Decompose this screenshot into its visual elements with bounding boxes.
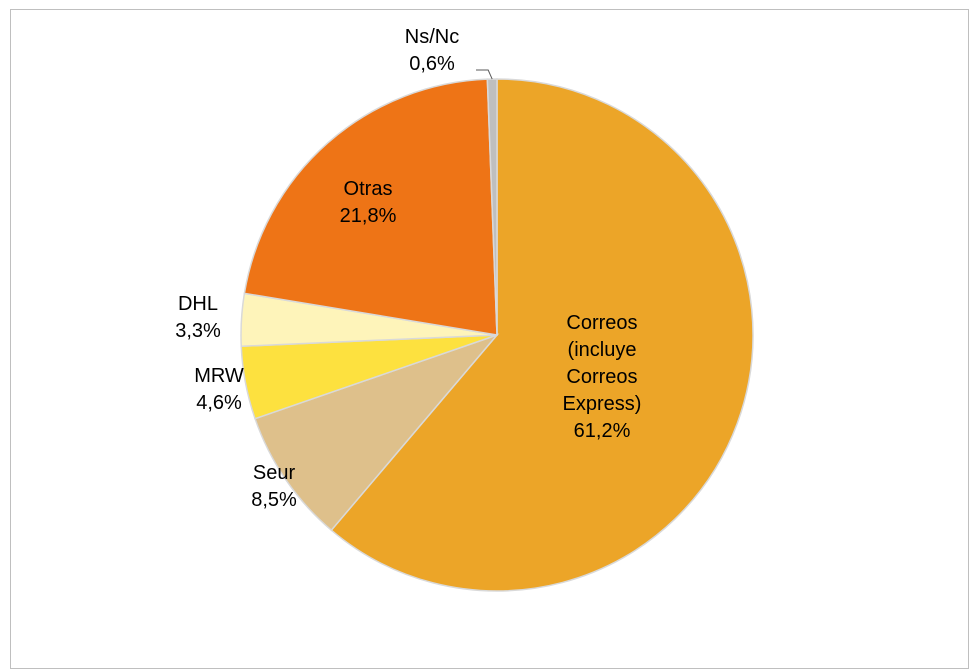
slice-labels: Correos (incluye Correos Express) 61,2% Seur 8… (175, 26, 641, 511)
leader-lines (476, 69, 493, 80)
pie-slice-correos (330, 78, 754, 592)
slice-label-dhl: DHL 3,3% (175, 293, 221, 342)
leader-line-nsnc (476, 69, 493, 80)
slice-label-seur: Seur 8,5% (251, 462, 297, 511)
slice-label-otras: Otras 21,8% (340, 178, 397, 227)
slice-label-correos: Correos (incluye Correos Express) 61,2% (563, 312, 642, 442)
pie-slice-otras (243, 78, 498, 336)
pie-chart: Correos (incluye Correos Express) 61,2% Seur 8… (175, 26, 754, 592)
slice-label-mrw: MRW 4,6% (194, 365, 244, 414)
slice-label-nsnc: Ns/Nc 0,6% (405, 26, 459, 75)
pie-slice-seur (254, 333, 500, 532)
pie-slices (240, 78, 754, 592)
